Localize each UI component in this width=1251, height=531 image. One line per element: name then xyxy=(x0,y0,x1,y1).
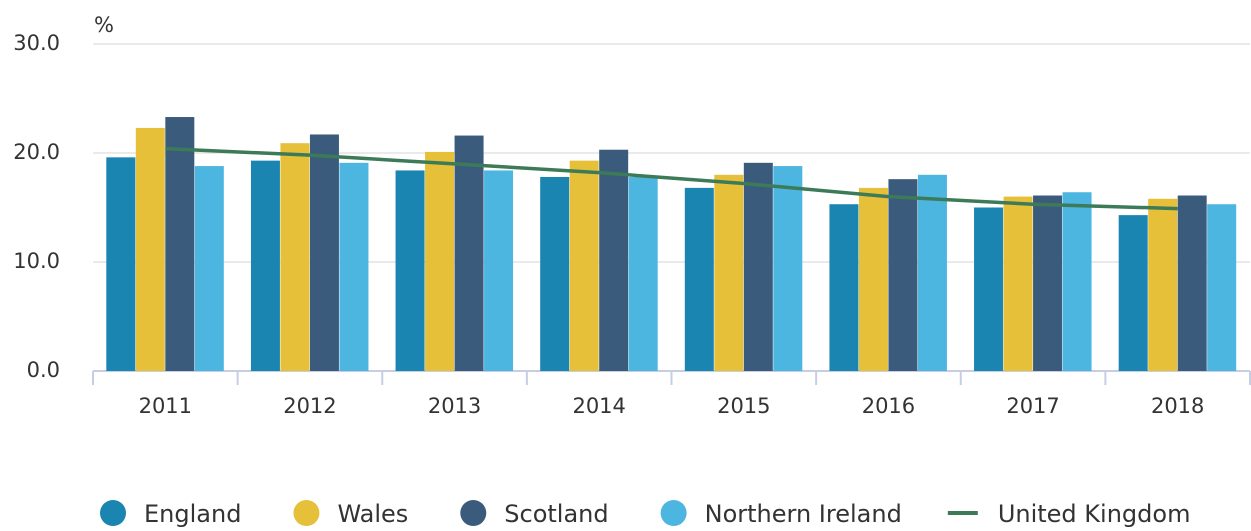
legend-swatch xyxy=(100,500,126,526)
bar xyxy=(165,117,195,371)
bar xyxy=(1033,195,1063,371)
bar xyxy=(858,187,888,371)
bar xyxy=(917,174,947,371)
legend-label: United Kingdom xyxy=(998,500,1191,528)
bar xyxy=(1148,198,1178,371)
bar xyxy=(1062,192,1092,371)
x-tick-label: 2013 xyxy=(428,394,481,418)
bar xyxy=(309,134,339,371)
legend-swatch xyxy=(460,500,487,526)
bar xyxy=(1003,196,1033,371)
bar xyxy=(395,170,425,371)
bar xyxy=(106,157,136,371)
bar xyxy=(194,166,224,371)
legend-label: Wales xyxy=(337,500,408,528)
bar xyxy=(829,204,859,371)
x-tick-label: 2014 xyxy=(572,394,625,418)
y-tick-label: 0.0 xyxy=(27,358,60,382)
bar xyxy=(599,149,629,371)
bar xyxy=(1118,215,1148,371)
x-tick-label: 2017 xyxy=(1006,394,1059,418)
line xyxy=(165,146,1178,211)
bar xyxy=(714,174,744,371)
bar xyxy=(135,127,165,372)
x-tick-label: 2015 xyxy=(717,394,770,418)
legend-swatch xyxy=(660,500,687,526)
legend-label: Scotland xyxy=(504,500,608,528)
y-tick-label: 30.0 xyxy=(13,31,60,55)
bar xyxy=(888,179,918,371)
bar xyxy=(569,160,599,371)
bar xyxy=(743,162,773,371)
bar xyxy=(339,162,369,371)
bar xyxy=(454,135,484,371)
bar xyxy=(628,176,658,371)
legend-label: England xyxy=(144,500,241,528)
bar xyxy=(250,160,280,371)
bar xyxy=(484,170,514,371)
y-tick-label: 10.0 xyxy=(13,249,60,273)
bar xyxy=(1177,195,1207,371)
y-unit: % xyxy=(94,13,114,37)
bar xyxy=(1207,204,1237,371)
bar xyxy=(773,166,803,371)
bar xyxy=(974,207,1004,371)
bar xyxy=(280,143,310,371)
legend-label: Northern Ireland xyxy=(705,500,902,528)
x-tick-label: 2018 xyxy=(1151,394,1204,418)
y-tick-label: 20.0 xyxy=(13,140,60,164)
x-tick-label: 2016 xyxy=(862,394,915,418)
bar xyxy=(425,151,455,371)
x-tick-label: 2012 xyxy=(283,394,336,418)
bar xyxy=(684,187,714,371)
legend-swatch xyxy=(293,500,320,526)
x-tick-label: 2011 xyxy=(139,394,192,418)
bar xyxy=(540,176,570,371)
